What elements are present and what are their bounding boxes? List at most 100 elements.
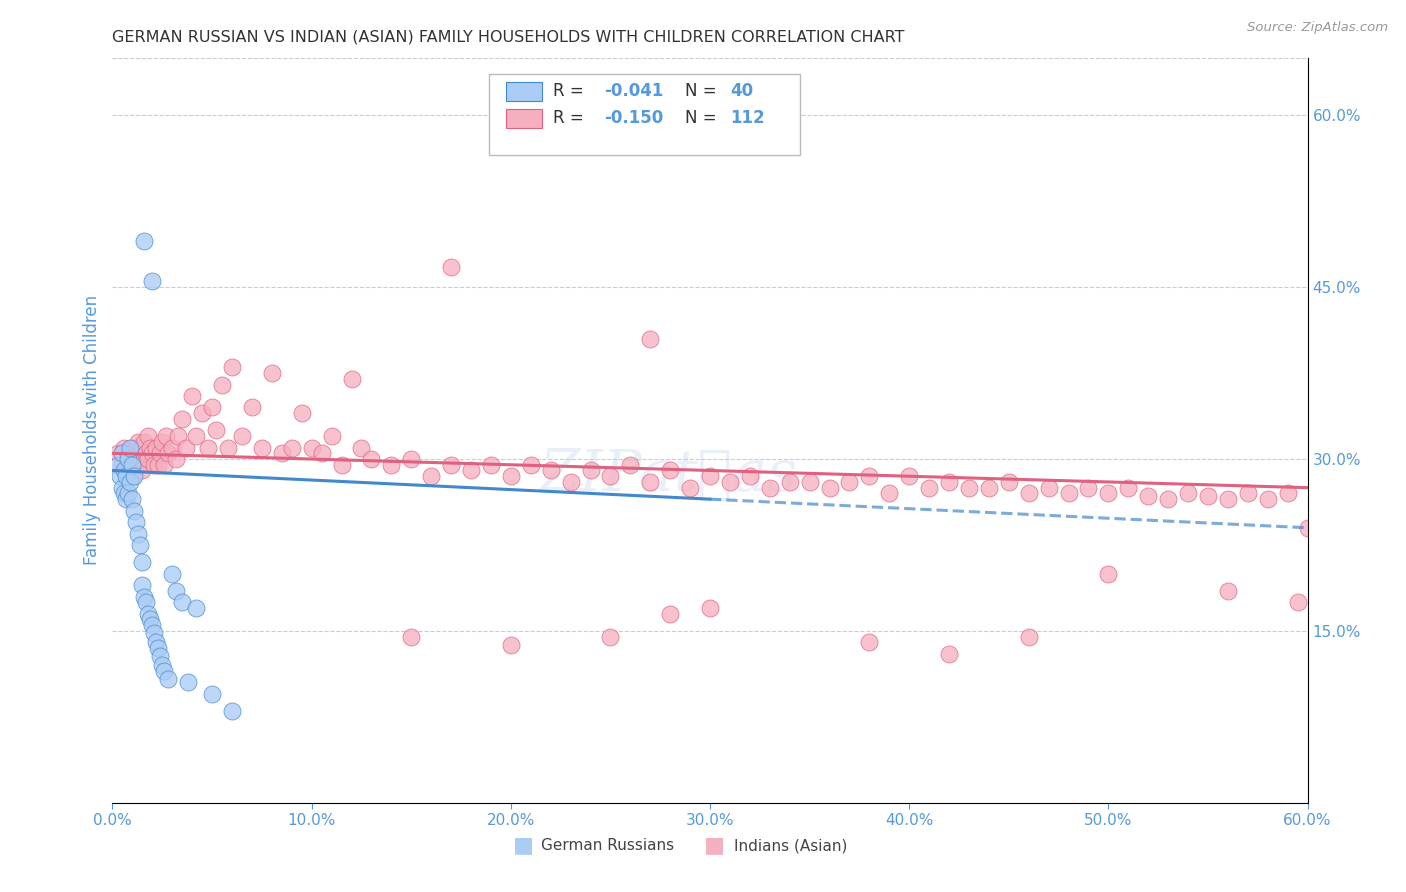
Point [139,612,162,626]
Text: ■: ■ [513,836,533,855]
Point [127,526,149,541]
Point [201,687,224,701]
Point [1197,489,1219,503]
Point [231,429,253,443]
Point [134,434,156,449]
Point [957,481,980,495]
Point [120,458,142,472]
Point [186,429,208,443]
Point [1216,583,1239,598]
Point [134,590,156,604]
Point [350,441,373,455]
Point [150,434,173,449]
Point [141,274,163,288]
Point [281,441,304,455]
Point [321,429,343,443]
Point [157,672,180,686]
Point [221,704,243,718]
Text: 40: 40 [730,82,754,101]
Point [1216,492,1239,507]
Point [186,601,208,615]
Point [1097,486,1119,500]
Point [340,372,363,386]
Point [117,452,139,467]
Point [360,452,382,467]
Point [157,446,180,460]
Point [311,446,333,460]
Point [779,475,801,489]
Point [301,441,323,455]
Point [114,441,135,455]
Point [114,486,135,500]
Text: -0.041: -0.041 [603,82,664,101]
Point [1018,486,1040,500]
Text: N =: N = [685,82,721,101]
Y-axis label: Family Households with Children: Family Households with Children [83,295,101,566]
Point [440,458,463,472]
Point [145,441,167,455]
Point [440,260,463,274]
Point [380,458,402,472]
Point [162,566,183,581]
Point [977,481,1000,495]
Point [898,469,921,483]
Point [114,463,135,477]
Point [818,481,841,495]
Point [131,463,153,477]
Point [1237,486,1260,500]
Point [127,434,149,449]
Text: ■: ■ [704,836,724,855]
Point [1137,489,1160,503]
Point [759,481,782,495]
Point [148,458,170,472]
Point [1157,492,1180,507]
Point [260,366,283,380]
Point [1177,486,1199,500]
Point [520,458,543,472]
Point [659,463,682,477]
Point [135,446,157,460]
Point [1018,630,1040,644]
Text: R =: R = [554,110,589,128]
Point [155,429,177,443]
Point [499,638,522,652]
Point [270,446,292,460]
Point [221,360,243,375]
Point [111,446,134,460]
Point [145,635,167,649]
Point [250,441,273,455]
Point [799,475,821,489]
Point [148,641,170,656]
Point [460,463,482,477]
Point [127,458,149,472]
Point [117,446,139,460]
Point [139,441,162,455]
Point [599,469,621,483]
FancyBboxPatch shape [506,82,541,101]
Point [110,469,132,483]
Point [138,429,160,443]
Text: GERMAN RUSSIAN VS INDIAN (ASIAN) FAMILY HOUSEHOLDS WITH CHILDREN CORRELATION CHA: GERMAN RUSSIAN VS INDIAN (ASIAN) FAMILY … [112,29,905,45]
Point [1277,486,1299,500]
Point [699,469,721,483]
Point [998,475,1021,489]
Point [153,664,176,678]
Point [120,441,142,455]
Point [1057,486,1080,500]
Point [124,503,146,517]
Point [619,458,641,472]
Point [479,458,502,472]
Point [143,458,166,472]
Point [149,446,172,460]
Point [141,618,163,632]
Point [197,441,219,455]
Point [172,595,194,609]
Point [1296,521,1319,535]
Point [125,515,148,529]
Point [420,469,443,483]
Point [1118,481,1140,495]
Point [143,626,166,640]
Point [640,332,662,346]
Point [938,647,960,661]
Point [205,423,228,437]
